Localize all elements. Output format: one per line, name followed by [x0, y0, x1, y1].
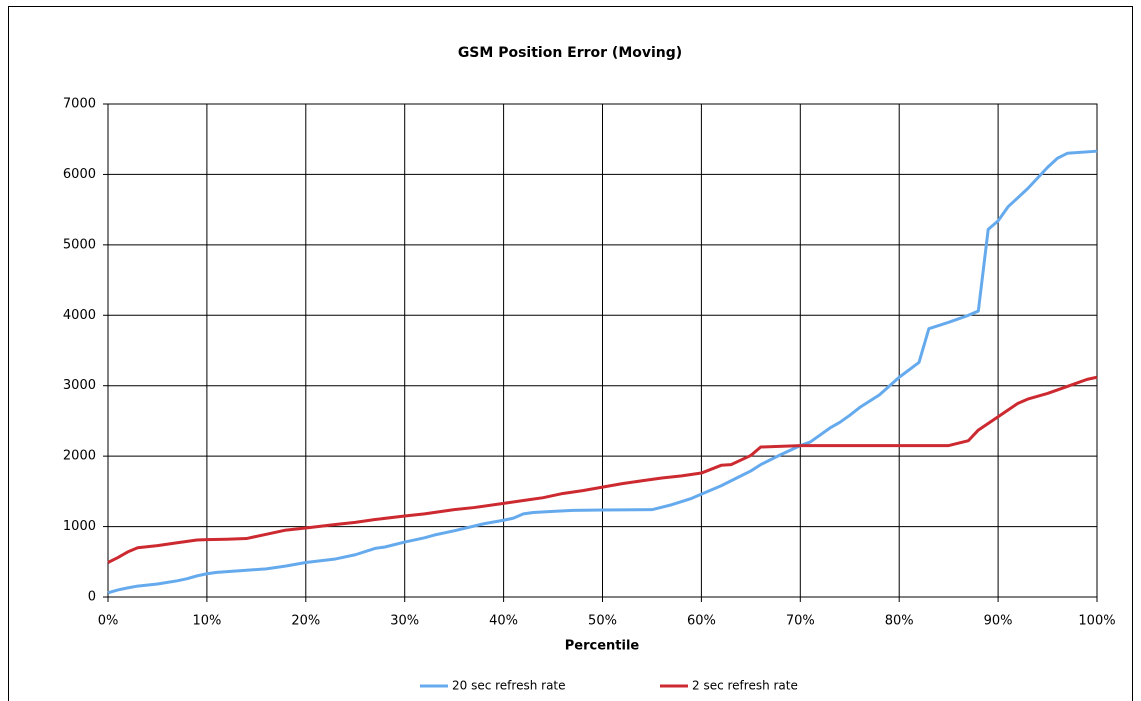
legend-label: 2 sec refresh rate [692, 679, 798, 693]
line-series [107, 149, 1098, 595]
x-tick-label: 80% [885, 614, 914, 629]
x-tick-label: 90% [984, 614, 1013, 629]
x-axis-label: Percentile [565, 639, 640, 654]
y-tick-label: 1000 [63, 519, 96, 534]
y-tick-label: 0 [88, 590, 96, 605]
legend-label: 20 sec refresh rate [452, 679, 566, 693]
x-tick-label: 100% [1078, 614, 1115, 629]
line-series [107, 375, 1098, 564]
x-tick-label: 10% [192, 614, 221, 629]
x-tick-label: 70% [786, 614, 815, 629]
x-tick-label: 50% [588, 614, 617, 629]
y-tick-label: 2000 [63, 449, 96, 464]
x-tick-label: 30% [390, 614, 419, 629]
y-tick-label: 5000 [63, 237, 96, 252]
chart-title: GSM Position Error (Moving) [458, 45, 682, 61]
x-tick-label: 60% [687, 614, 716, 629]
y-tick-label: 7000 [63, 97, 96, 112]
y-tick-label: 4000 [63, 308, 96, 323]
chart-frame [8, 6, 1133, 701]
y-tick-label: 3000 [63, 378, 96, 393]
plot-border [107, 103, 1098, 598]
y-tick-label: 6000 [63, 167, 96, 182]
x-tick-label: 40% [489, 614, 518, 629]
x-tick-label: 0% [98, 614, 119, 629]
x-tick-label: 20% [291, 614, 320, 629]
